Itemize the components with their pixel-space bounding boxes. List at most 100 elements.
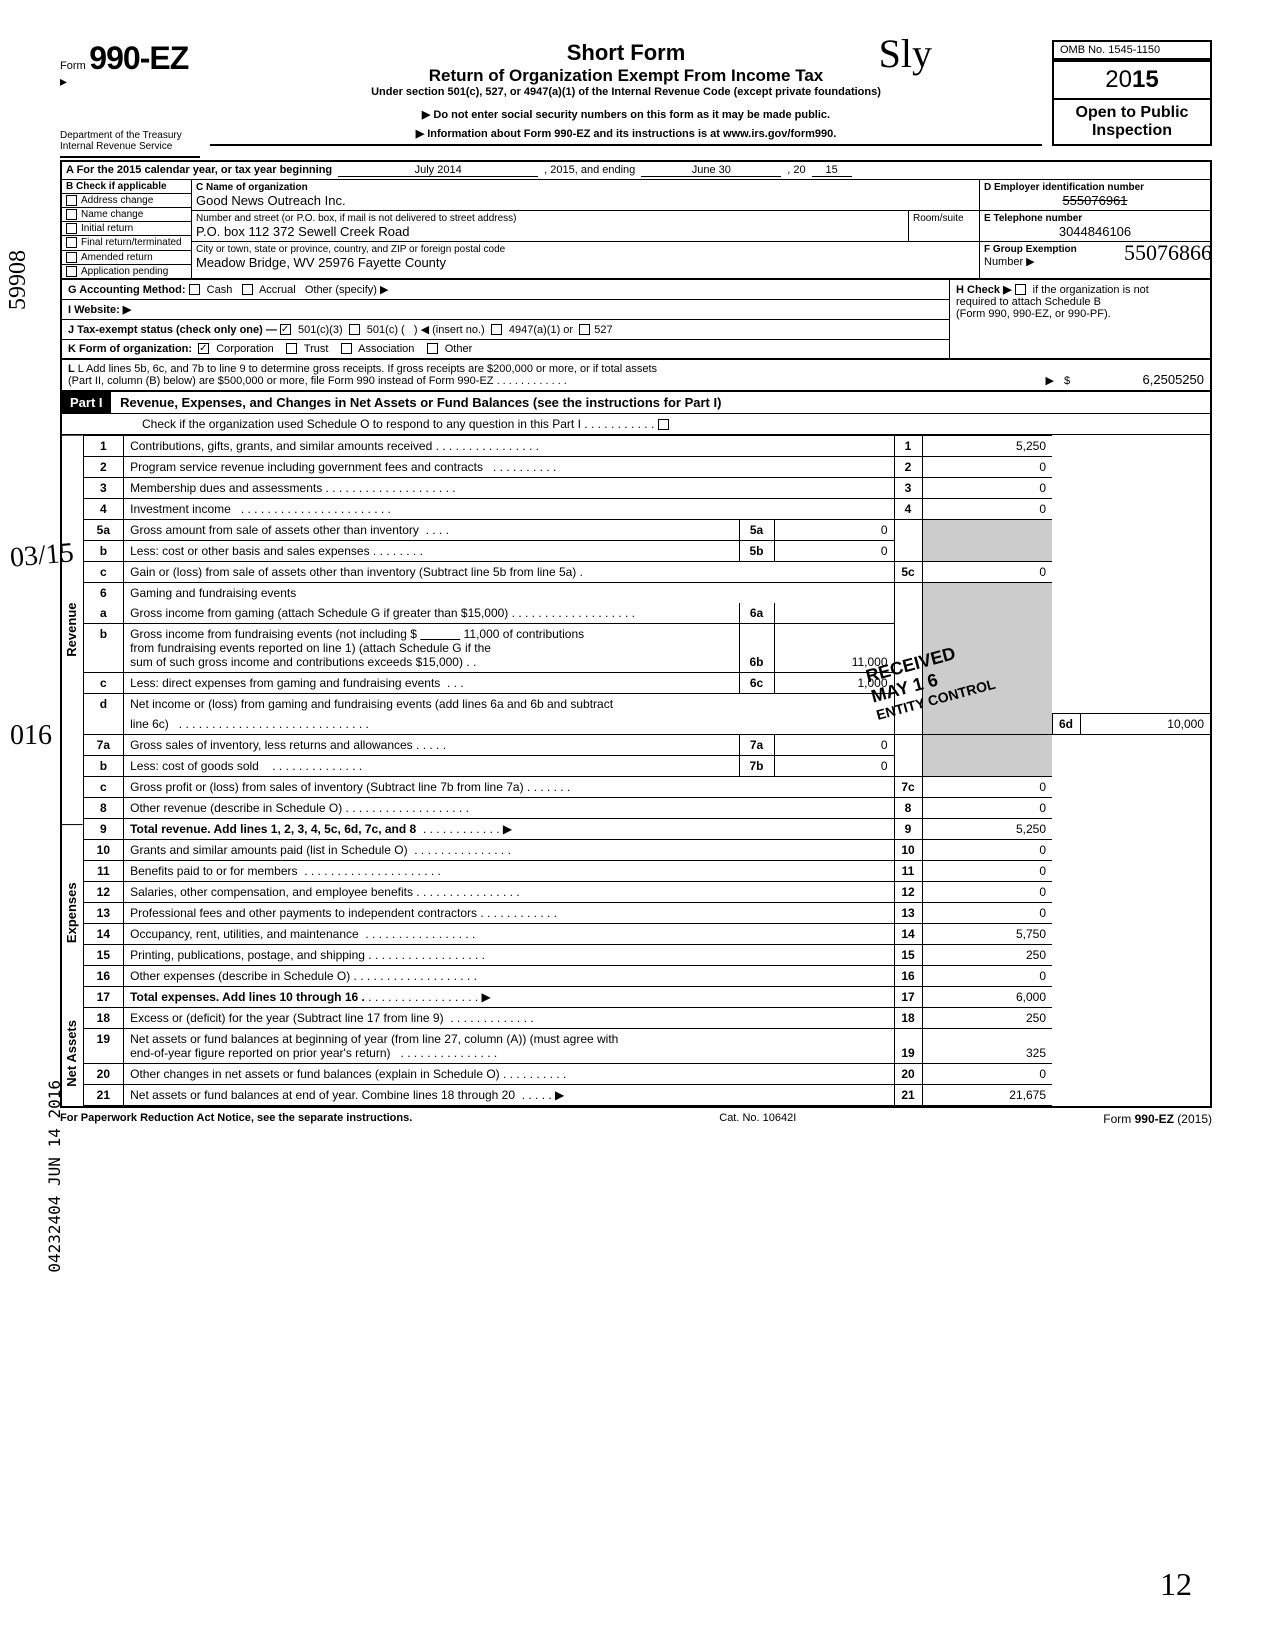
form-label: Form [60, 60, 86, 72]
check-other[interactable] [427, 343, 438, 354]
check-accrual[interactable] [242, 284, 253, 295]
room-label: Room/suite [909, 211, 979, 241]
side-expenses: Expenses [62, 824, 83, 1000]
ein-label: D Employer identification number [984, 182, 1206, 193]
period-year-prefix: , 20 [787, 164, 805, 177]
footer-center: Cat. No. 10642I [719, 1112, 796, 1126]
period-mid: , 2015, and ending [544, 164, 635, 177]
check-assoc[interactable] [341, 343, 352, 354]
part-1: Part I Revenue, Expenses, and Changes in… [60, 392, 1212, 1109]
line-9: 9Total revenue. Add lines 1, 2, 3, 4, 5c… [84, 819, 1210, 840]
line-10: 10Grants and similar amounts paid (list … [84, 840, 1210, 861]
line-8: 8Other revenue (describe in Schedule O) … [84, 798, 1210, 819]
year-prefix: 20 [1105, 66, 1132, 93]
org-name[interactable]: Good News Outreach Inc. [196, 193, 975, 208]
line-17: 17Total expenses. Add lines 10 through 1… [84, 987, 1210, 1008]
line-20: 20Other changes in net assets or fund ba… [84, 1064, 1210, 1085]
part-1-title: Revenue, Expenses, and Changes in Net As… [120, 395, 721, 410]
line-21: 21Net assets or fund balances at end of … [84, 1085, 1210, 1106]
row-l-currency: $ [1064, 375, 1084, 387]
open-public-2: Inspection [1062, 122, 1202, 140]
check-corp[interactable] [198, 343, 209, 354]
year-suffix: 15 [1132, 66, 1159, 93]
line-14: 14Occupancy, rent, utilities, and mainte… [84, 924, 1210, 945]
footer-left: For Paperwork Reduction Act Notice, see … [60, 1112, 412, 1126]
side-number-stamp: 59908 [5, 250, 32, 310]
row-j: J Tax-exempt status (check only one) — 5… [62, 320, 949, 340]
line-13: 13Professional fees and other payments t… [84, 903, 1210, 924]
check-final[interactable]: Final return/terminated [62, 236, 191, 250]
period-year-val[interactable]: 15 [812, 164, 852, 177]
check-cash[interactable] [189, 284, 200, 295]
page-footer: For Paperwork Reduction Act Notice, see … [60, 1112, 1212, 1126]
check-trust[interactable] [286, 343, 297, 354]
period-end[interactable]: June 30 [641, 164, 781, 177]
open-public-1: Open to Public [1062, 104, 1202, 122]
row-l-arrow: ▶ [1046, 374, 1054, 387]
line-7a: 7aGross sales of inventory, less returns… [84, 735, 1210, 756]
dln-scanline: 04232404 JUN 14 2016 [45, 1080, 64, 1273]
form-header: Form 990-EZ ▸ Department of the Treasury… [60, 40, 1212, 158]
side-netassets: Net Assets [62, 1000, 83, 1107]
footer-right: Form 990-EZ (2015) [1103, 1112, 1212, 1126]
section-b-header: B Check if applicable [62, 180, 191, 194]
line-6: 6Gaming and fundraising events [84, 582, 1210, 603]
tax-year: 2015 [1052, 60, 1212, 98]
phone-value[interactable]: 3044846106 [984, 224, 1206, 239]
phone-label: E Telephone number [984, 213, 1206, 224]
line-11: 11Benefits paid to or for members . . . … [84, 861, 1210, 882]
check-schedule-b[interactable] [1015, 284, 1026, 295]
form-number: 990-EZ [89, 40, 188, 76]
signature-mark: Sly [879, 30, 932, 77]
handwritten-ein: 55076866 [1124, 240, 1212, 266]
open-public: Open to Public Inspection [1052, 98, 1212, 146]
street-label: Number and street (or P.O. box, if mail … [196, 213, 904, 224]
lines-table: 1Contributions, gifts, grants, and simil… [84, 435, 1210, 1107]
handwritten-bottom: 12 [1160, 1566, 1192, 1603]
city-label: City or town, state or province, country… [196, 244, 975, 255]
check-527[interactable] [579, 324, 590, 335]
check-4947[interactable] [491, 324, 502, 335]
row-k: K Form of organization: Corporation Trus… [62, 340, 949, 358]
check-501c[interactable] [349, 324, 360, 335]
row-l: L L Add lines 5b, 6c, and 7b to line 9 t… [60, 360, 1212, 392]
city-value[interactable]: Meadow Bridge, WV 25976 Fayette County [196, 255, 975, 270]
row-g: G Accounting Method: Cash Accrual Other … [62, 280, 949, 300]
ein-value[interactable]: 555076961 [984, 193, 1206, 208]
check-address[interactable]: Address change [62, 194, 191, 208]
side-revenue: Revenue [62, 435, 83, 824]
row-gh: G Accounting Method: Cash Accrual Other … [60, 280, 1212, 360]
check-initial[interactable]: Initial return [62, 222, 191, 236]
section-c: C Name of organization Good News Outreac… [192, 180, 980, 278]
line-2: 2Program service revenue including gover… [84, 456, 1210, 477]
right-column: OMB No. 1545-1150 2015 Open to Public In… [1052, 40, 1212, 146]
period-begin[interactable]: July 2014 [338, 164, 538, 177]
section-b: B Check if applicable Address change Nam… [62, 180, 192, 278]
row-l-amount[interactable]: 6,2505250 [1084, 372, 1204, 387]
omb-number: OMB No. 1545-1150 [1052, 40, 1212, 60]
line-18: 18Excess or (deficit) for the year (Subt… [84, 1008, 1210, 1029]
side-labels: Revenue Expenses Net Assets [62, 435, 84, 1107]
line-19: 19Net assets or fund balances at beginni… [84, 1029, 1210, 1064]
line-12: 12Salaries, other compensation, and empl… [84, 882, 1210, 903]
period-label: A For the 2015 calendar year, or tax yea… [66, 164, 332, 177]
part-1-check: Check if the organization used Schedule … [62, 414, 1210, 435]
dept-treasury: Department of the Treasury [60, 130, 200, 141]
handwritten-016: 016 [10, 720, 52, 752]
row-h: H Check ▶ if the organization is not req… [950, 280, 1210, 358]
line-7c: cGross profit or (loss) from sales of in… [84, 777, 1210, 798]
check-amended[interactable]: Amended return [62, 251, 191, 265]
row-i: I Website: ▶ [62, 300, 949, 320]
instruction-1: Under section 501(c), 527, or 4947(a)(1)… [210, 86, 1042, 98]
check-name[interactable]: Name change [62, 208, 191, 222]
line-5a: 5aGross amount from sale of assets other… [84, 519, 1210, 540]
line-1: 1Contributions, gifts, grants, and simil… [84, 435, 1210, 456]
street-value[interactable]: P.O. box 112 372 Sewell Creek Road [196, 224, 904, 239]
section-c-header: C Name of organization [196, 182, 975, 193]
check-pending[interactable]: Application pending [62, 265, 191, 278]
line-4: 4Investment income . . . . . . . . . . .… [84, 498, 1210, 519]
instruction-2: ▶ Do not enter social security numbers o… [210, 108, 1042, 121]
instruction-3: ▶ Information about Form 990-EZ and its … [210, 127, 1042, 146]
check-schedule-o[interactable] [658, 419, 669, 430]
check-501c3[interactable] [280, 324, 291, 335]
